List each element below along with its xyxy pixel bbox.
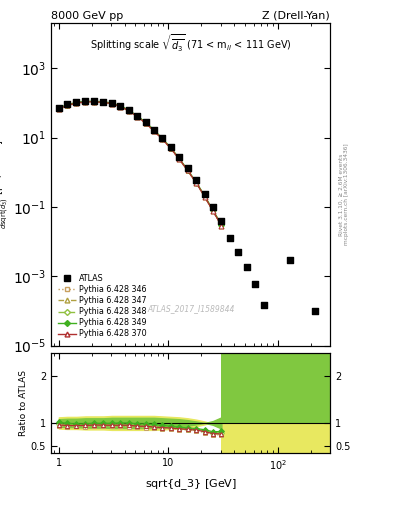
Point (244, 263, 250, 271)
Point (202, 189, 208, 198)
Point (82, 97, 88, 105)
Point (210, 203, 216, 211)
Point (159, 134, 165, 142)
Point (176, 153, 182, 161)
Bar (221, 353, 330, 423)
X-axis label: $\mathrm{sqrt\{d\_3\}}$ [GeV]: $\mathrm{sqrt\{d\_3\}}$ [GeV] (145, 477, 237, 492)
Point (312, 307, 318, 315)
Point (151, 125, 157, 134)
Text: 8000 GeV pp: 8000 GeV pp (51, 11, 123, 21)
Text: ATLAS_2017_I1589844: ATLAS_2017_I1589844 (147, 304, 234, 313)
Point (287, 255, 294, 264)
Y-axis label: Ratio to ATLAS: Ratio to ATLAS (19, 370, 28, 436)
Point (117, 102, 123, 110)
Point (218, 218, 224, 226)
Y-axis label: $\frac{d\sigma}{d\mathrm{sqrt}(\overline{d_3})}$ [pb,GeV$^{-1}$]: $\frac{d\sigma}{d\mathrm{sqrt}(\overline… (0, 139, 11, 229)
Text: mcplots.cern.ch [arXiv:1306.3436]: mcplots.cern.ch [arXiv:1306.3436] (344, 144, 349, 245)
Point (134, 112, 140, 120)
Point (64, 100, 71, 109)
Point (109, 99, 115, 107)
Point (184, 164, 191, 173)
Point (193, 176, 199, 184)
Point (235, 248, 241, 256)
Text: Rivet 3.1.10, ≥ 2.6M events: Rivet 3.1.10, ≥ 2.6M events (339, 154, 344, 236)
Legend: ATLAS, Pythia 6.428 346, Pythia 6.428 347, Pythia 6.428 348, Pythia 6.428 349, P: ATLAS, Pythia 6.428 346, Pythia 6.428 34… (55, 271, 150, 342)
Text: Z (Drell-Yan): Z (Drell-Yan) (263, 11, 330, 21)
Point (73, 98, 80, 106)
Point (91, 97, 97, 105)
Point (167, 142, 174, 151)
Point (227, 233, 233, 242)
Point (100, 98, 107, 106)
Point (252, 280, 258, 288)
Point (126, 106, 132, 114)
Point (56, 104, 62, 112)
Text: Splitting scale $\sqrt{\overline{d_3}}$ (71 < m$_{ll}$ < 111 GeV): Splitting scale $\sqrt{\overline{d_3}}$ … (90, 33, 292, 54)
Point (261, 301, 267, 309)
Point (142, 118, 149, 126)
